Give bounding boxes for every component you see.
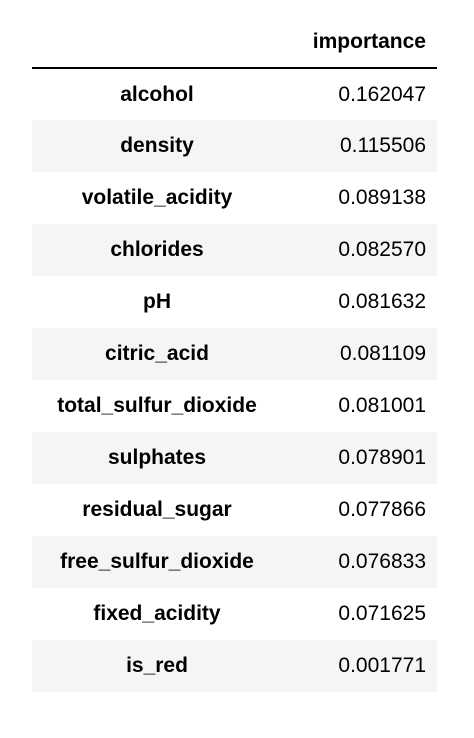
table-header: importance [32, 16, 437, 69]
row-value: 0.077866 [338, 498, 426, 521]
table-row: sulphates 0.078901 [32, 432, 437, 484]
dataframe-table: importance alcohol 0.162047 density 0.11… [32, 16, 437, 692]
row-value: 0.115506 [339, 134, 426, 157]
row-label: total_sulfur_dioxide [57, 394, 257, 417]
row-label: free_sulfur_dioxide [60, 550, 254, 573]
table-row: fixed_acidity 0.071625 [32, 588, 437, 640]
table-row: citric_acid 0.081109 [32, 328, 437, 380]
row-label: density [120, 134, 194, 157]
row-label: pH [143, 290, 171, 313]
row-value: 0.081109 [339, 342, 426, 365]
row-value: 0.081632 [338, 290, 426, 313]
table-row: total_sulfur_dioxide 0.081001 [32, 380, 437, 432]
row-label: citric_acid [105, 342, 209, 365]
importance-column-header: importance [282, 16, 437, 69]
row-label: chlorides [110, 238, 204, 261]
row-value: 0.071625 [338, 602, 426, 625]
row-value: 0.078901 [338, 446, 426, 469]
importance-table: importance alcohol 0.162047 density 0.11… [32, 16, 437, 692]
row-value: 0.162047 [338, 82, 426, 106]
row-label: is_red [126, 654, 188, 677]
header-row: importance [32, 16, 437, 69]
table-row: alcohol 0.162047 [32, 68, 437, 120]
table-row: free_sulfur_dioxide 0.076833 [32, 536, 437, 588]
row-label: alcohol [120, 82, 194, 106]
row-label: fixed_acidity [93, 602, 221, 625]
table-row: pH 0.081632 [32, 276, 437, 328]
table-row: is_red 0.001771 [32, 640, 437, 692]
table-body: alcohol 0.162047 density 0.115506 volati… [32, 68, 437, 692]
row-value: 0.081001 [338, 394, 426, 417]
table-row: volatile_acidity 0.089138 [32, 172, 437, 224]
row-value: 0.089138 [338, 186, 426, 209]
row-value: 0.082570 [338, 238, 426, 261]
table-row: density 0.115506 [32, 120, 437, 172]
row-label: volatile_acidity [81, 186, 233, 209]
row-label: residual_sugar [82, 498, 232, 521]
table-row: chlorides 0.082570 [32, 224, 437, 276]
row-value: 0.001771 [338, 654, 426, 677]
row-value: 0.076833 [338, 550, 426, 573]
index-header [32, 16, 282, 69]
row-label: sulphates [107, 446, 207, 469]
table-row: residual_sugar 0.077866 [32, 484, 437, 536]
